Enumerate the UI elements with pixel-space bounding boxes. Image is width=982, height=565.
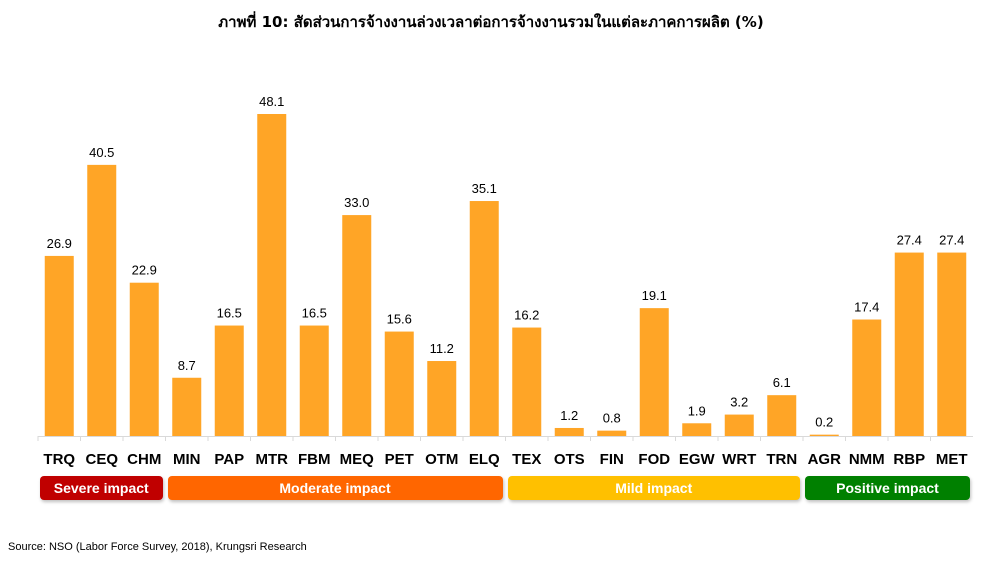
chart-title: ภาพที่ 10: สัดส่วนการจ้างงานล่วงเวลาต่อก… xyxy=(218,13,764,31)
tick-label-PET: PET xyxy=(385,451,414,468)
data-label-TRQ: 26.9 xyxy=(47,236,72,251)
tick-label-MTR: MTR xyxy=(256,451,289,468)
data-label-FBM: 16.5 xyxy=(302,306,327,321)
bar-ELQ xyxy=(469,201,499,436)
tick-label-AGR: AGR xyxy=(808,451,842,468)
impact-group-severe: Severe impact xyxy=(40,476,163,500)
tick-label-TRN: TRN xyxy=(766,451,797,468)
tick-label-FBM: FBM xyxy=(298,451,331,468)
data-label-ELQ: 35.1 xyxy=(472,181,497,196)
data-label-OTS: 1.2 xyxy=(560,408,578,423)
data-label-PAP: 16.5 xyxy=(217,306,242,321)
bar-CHM xyxy=(129,282,159,436)
bar-TEX xyxy=(512,327,542,436)
data-label-MIN: 8.7 xyxy=(178,358,196,373)
tick-label-EGW: EGW xyxy=(679,451,716,468)
bar-MTR xyxy=(257,114,287,436)
tick-label-CHM: CHM xyxy=(127,451,161,468)
bar-FBM xyxy=(299,325,329,436)
source-note: Source: NSO (Labor Force Survey, 2018), … xyxy=(8,541,307,553)
data-label-FIN: 0.8 xyxy=(603,411,621,426)
bar-MIN xyxy=(172,377,202,436)
tick-label-NMM: NMM xyxy=(849,451,885,468)
data-label-NMM: 17.4 xyxy=(854,300,879,315)
impact-group-positive: Positive impact xyxy=(805,476,970,500)
data-label-MET: 27.4 xyxy=(939,233,964,248)
tick-label-TRQ: TRQ xyxy=(43,451,75,468)
tick-label-OTS: OTS xyxy=(554,451,585,468)
tick-label-RBP: RBP xyxy=(893,451,925,468)
data-label-FOD: 19.1 xyxy=(642,288,667,303)
bar-chart: 26.9 TRQ 40.5 CEQ 22.9 CHM 8.7 MIN 16.5 PAP 48.1 MT… xyxy=(37,94,973,468)
tick-label-PAP: PAP xyxy=(214,451,244,468)
data-label-CHM: 22.9 xyxy=(132,263,157,278)
tick-label-FOD: FOD xyxy=(638,451,670,468)
bar-CEQ xyxy=(87,164,117,437)
bar-AGR xyxy=(809,434,839,436)
tick-label-MIN: MIN xyxy=(173,451,201,468)
impact-group-mild: Mild impact xyxy=(507,476,800,500)
data-label-RBP: 27.4 xyxy=(897,233,922,248)
data-label-TRN: 6.1 xyxy=(773,375,791,390)
tick-label-MET: MET xyxy=(936,451,968,468)
bar-PAP xyxy=(214,325,244,436)
data-label-MEQ: 33.0 xyxy=(344,195,369,210)
tick-label-CEQ: CEQ xyxy=(85,451,118,468)
data-label-TEX: 16.2 xyxy=(514,308,539,323)
impact-group-moderate: Moderate impact xyxy=(167,476,503,500)
bar-TRQ xyxy=(44,255,74,436)
bar-TRN xyxy=(767,395,797,436)
bar-MEQ xyxy=(342,215,372,436)
bar-OTS xyxy=(554,427,584,436)
bar-FOD xyxy=(639,308,669,436)
data-label-MTR: 48.1 xyxy=(259,94,284,109)
tick-label-OTM: OTM xyxy=(425,451,458,468)
bar-PET xyxy=(384,331,414,436)
bar-EGW xyxy=(682,423,712,436)
data-label-OTM: 11.2 xyxy=(430,341,454,356)
data-label-AGR: 0.2 xyxy=(815,415,833,430)
bar-MET xyxy=(937,252,967,436)
tick-label-ELQ: ELQ xyxy=(469,451,500,468)
data-label-EGW: 1.9 xyxy=(688,403,706,418)
bar-RBP xyxy=(894,252,924,436)
tick-label-TEX: TEX xyxy=(512,451,541,468)
bar-WRT xyxy=(724,414,754,436)
tick-label-WRT: WRT xyxy=(722,451,756,468)
data-label-WRT: 3.2 xyxy=(730,395,748,410)
tick-label-FIN: FIN xyxy=(600,451,624,468)
tick-label-MEQ: MEQ xyxy=(340,451,375,468)
data-label-CEQ: 40.5 xyxy=(89,145,114,160)
bar-NMM xyxy=(852,319,882,436)
bar-OTM xyxy=(427,361,457,436)
data-label-PET: 15.6 xyxy=(387,312,412,327)
bar-FIN xyxy=(597,430,627,436)
